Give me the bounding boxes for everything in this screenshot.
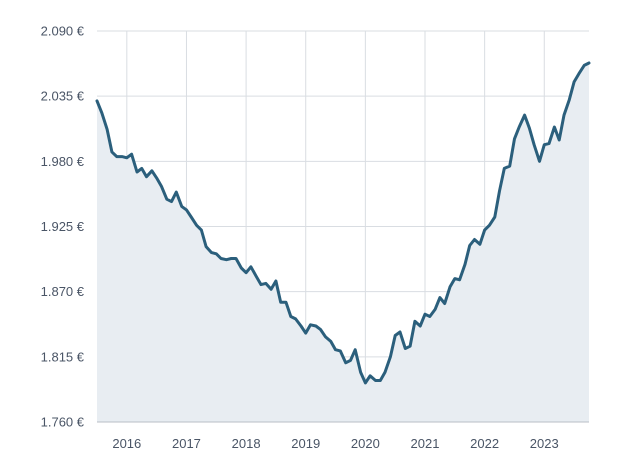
x-tick-label: 2016	[112, 436, 141, 451]
y-tick-label: 1.925 €	[41, 219, 85, 234]
y-tick-label: 1.815 €	[41, 349, 85, 364]
x-tick-label: 2018	[232, 436, 261, 451]
y-tick-label: 2.035 €	[41, 89, 85, 104]
x-tick-label: 2020	[351, 436, 380, 451]
area-fill	[97, 63, 589, 422]
y-tick-label: 1.760 €	[41, 415, 85, 430]
x-tick-label: 2023	[530, 436, 559, 451]
y-tick-label: 2.090 €	[41, 24, 85, 39]
y-axis-tick-labels: 2.090 € 2.035 € 1.980 € 1.925 € 1.870 € 1.815…	[41, 24, 85, 430]
x-tick-label: 2019	[291, 436, 320, 451]
x-axis-tick-labels: 2016 2017 2018 2019 2020 2021 2022 2023	[112, 436, 558, 451]
x-tick-label: 2022	[470, 436, 499, 451]
series-line	[95, 61, 591, 385]
x-tick-label: 2017	[172, 436, 201, 451]
y-tick-label: 1.980 €	[41, 154, 85, 169]
x-tick-label: 2021	[411, 436, 440, 451]
y-tick-label: 1.870 €	[41, 284, 85, 299]
